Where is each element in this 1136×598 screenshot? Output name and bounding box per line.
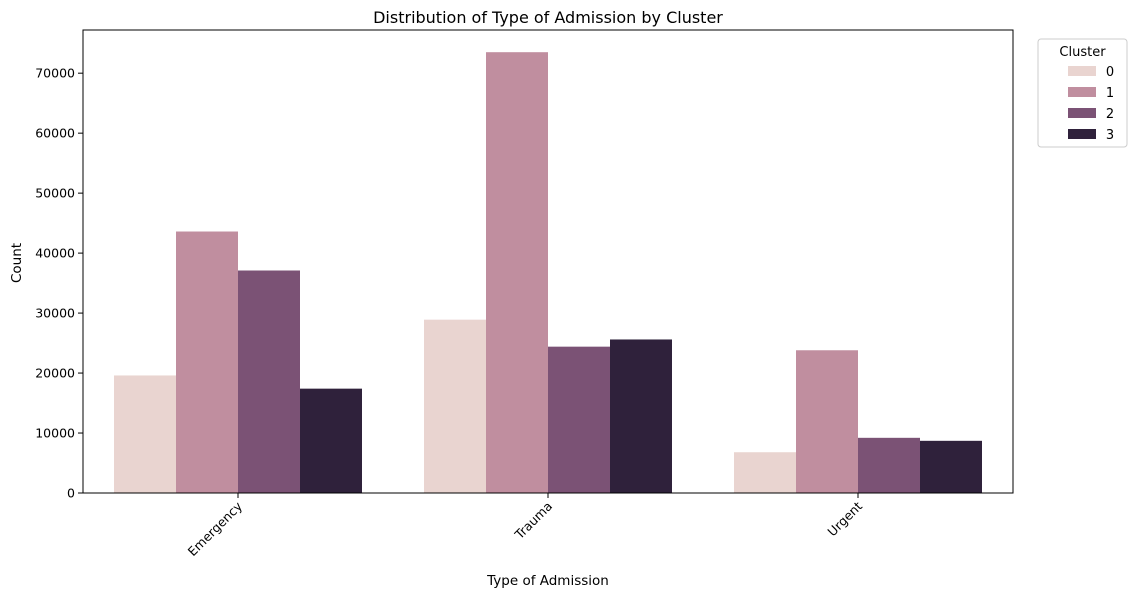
bar-emergency-cluster-2 bbox=[238, 270, 300, 493]
y-tick-label: 40000 bbox=[35, 246, 75, 261]
bar-urgent-cluster-3 bbox=[920, 440, 982, 493]
bar-emergency-cluster-3 bbox=[300, 388, 362, 493]
bar-urgent-cluster-0 bbox=[734, 452, 796, 493]
bar-urgent-cluster-2 bbox=[858, 437, 920, 493]
bar-trauma-cluster-0 bbox=[424, 319, 486, 493]
x-axis-label: Type of Admission bbox=[486, 573, 609, 589]
bar-emergency-cluster-0 bbox=[114, 375, 176, 493]
legend-label-cluster-2: 2 bbox=[1106, 107, 1114, 122]
y-tick-label: 0 bbox=[67, 486, 75, 501]
legend-swatch-cluster-3 bbox=[1068, 129, 1096, 139]
legend-swatch-cluster-2 bbox=[1068, 108, 1096, 118]
legend-title: Cluster bbox=[1059, 45, 1106, 60]
y-tick-label: 70000 bbox=[35, 66, 75, 81]
bar-trauma-cluster-3 bbox=[610, 339, 672, 493]
x-tick-label-trauma: Trauma bbox=[511, 499, 555, 543]
x-tick-label-emergency: Emergency bbox=[185, 498, 246, 559]
bar-trauma-cluster-2 bbox=[548, 346, 610, 493]
y-tick-label: 20000 bbox=[35, 366, 75, 381]
bar-trauma-cluster-1 bbox=[486, 52, 548, 493]
legend-label-cluster-3: 3 bbox=[1106, 128, 1114, 143]
x-tick-label-urgent: Urgent bbox=[824, 498, 865, 539]
y-tick-label: 50000 bbox=[35, 186, 75, 201]
legend-swatch-cluster-1 bbox=[1068, 87, 1096, 97]
bar-urgent-cluster-1 bbox=[796, 350, 858, 493]
legend-label-cluster-1: 1 bbox=[1106, 86, 1114, 101]
y-tick-label: 60000 bbox=[35, 126, 75, 141]
y-axis-label: Count bbox=[9, 243, 25, 283]
bar-emergency-cluster-1 bbox=[176, 231, 238, 493]
plot-area: 0 10000 20000 30000 40000 50000 60000 70000 Emer… bbox=[35, 29, 1014, 559]
chart-title: Distribution of Type of Admission by Clu… bbox=[373, 8, 723, 27]
legend-swatch-cluster-0 bbox=[1068, 66, 1096, 76]
y-tick-label: 30000 bbox=[35, 306, 75, 321]
legend-label-cluster-0: 0 bbox=[1106, 65, 1114, 80]
y-tick-label: 10000 bbox=[35, 426, 75, 441]
